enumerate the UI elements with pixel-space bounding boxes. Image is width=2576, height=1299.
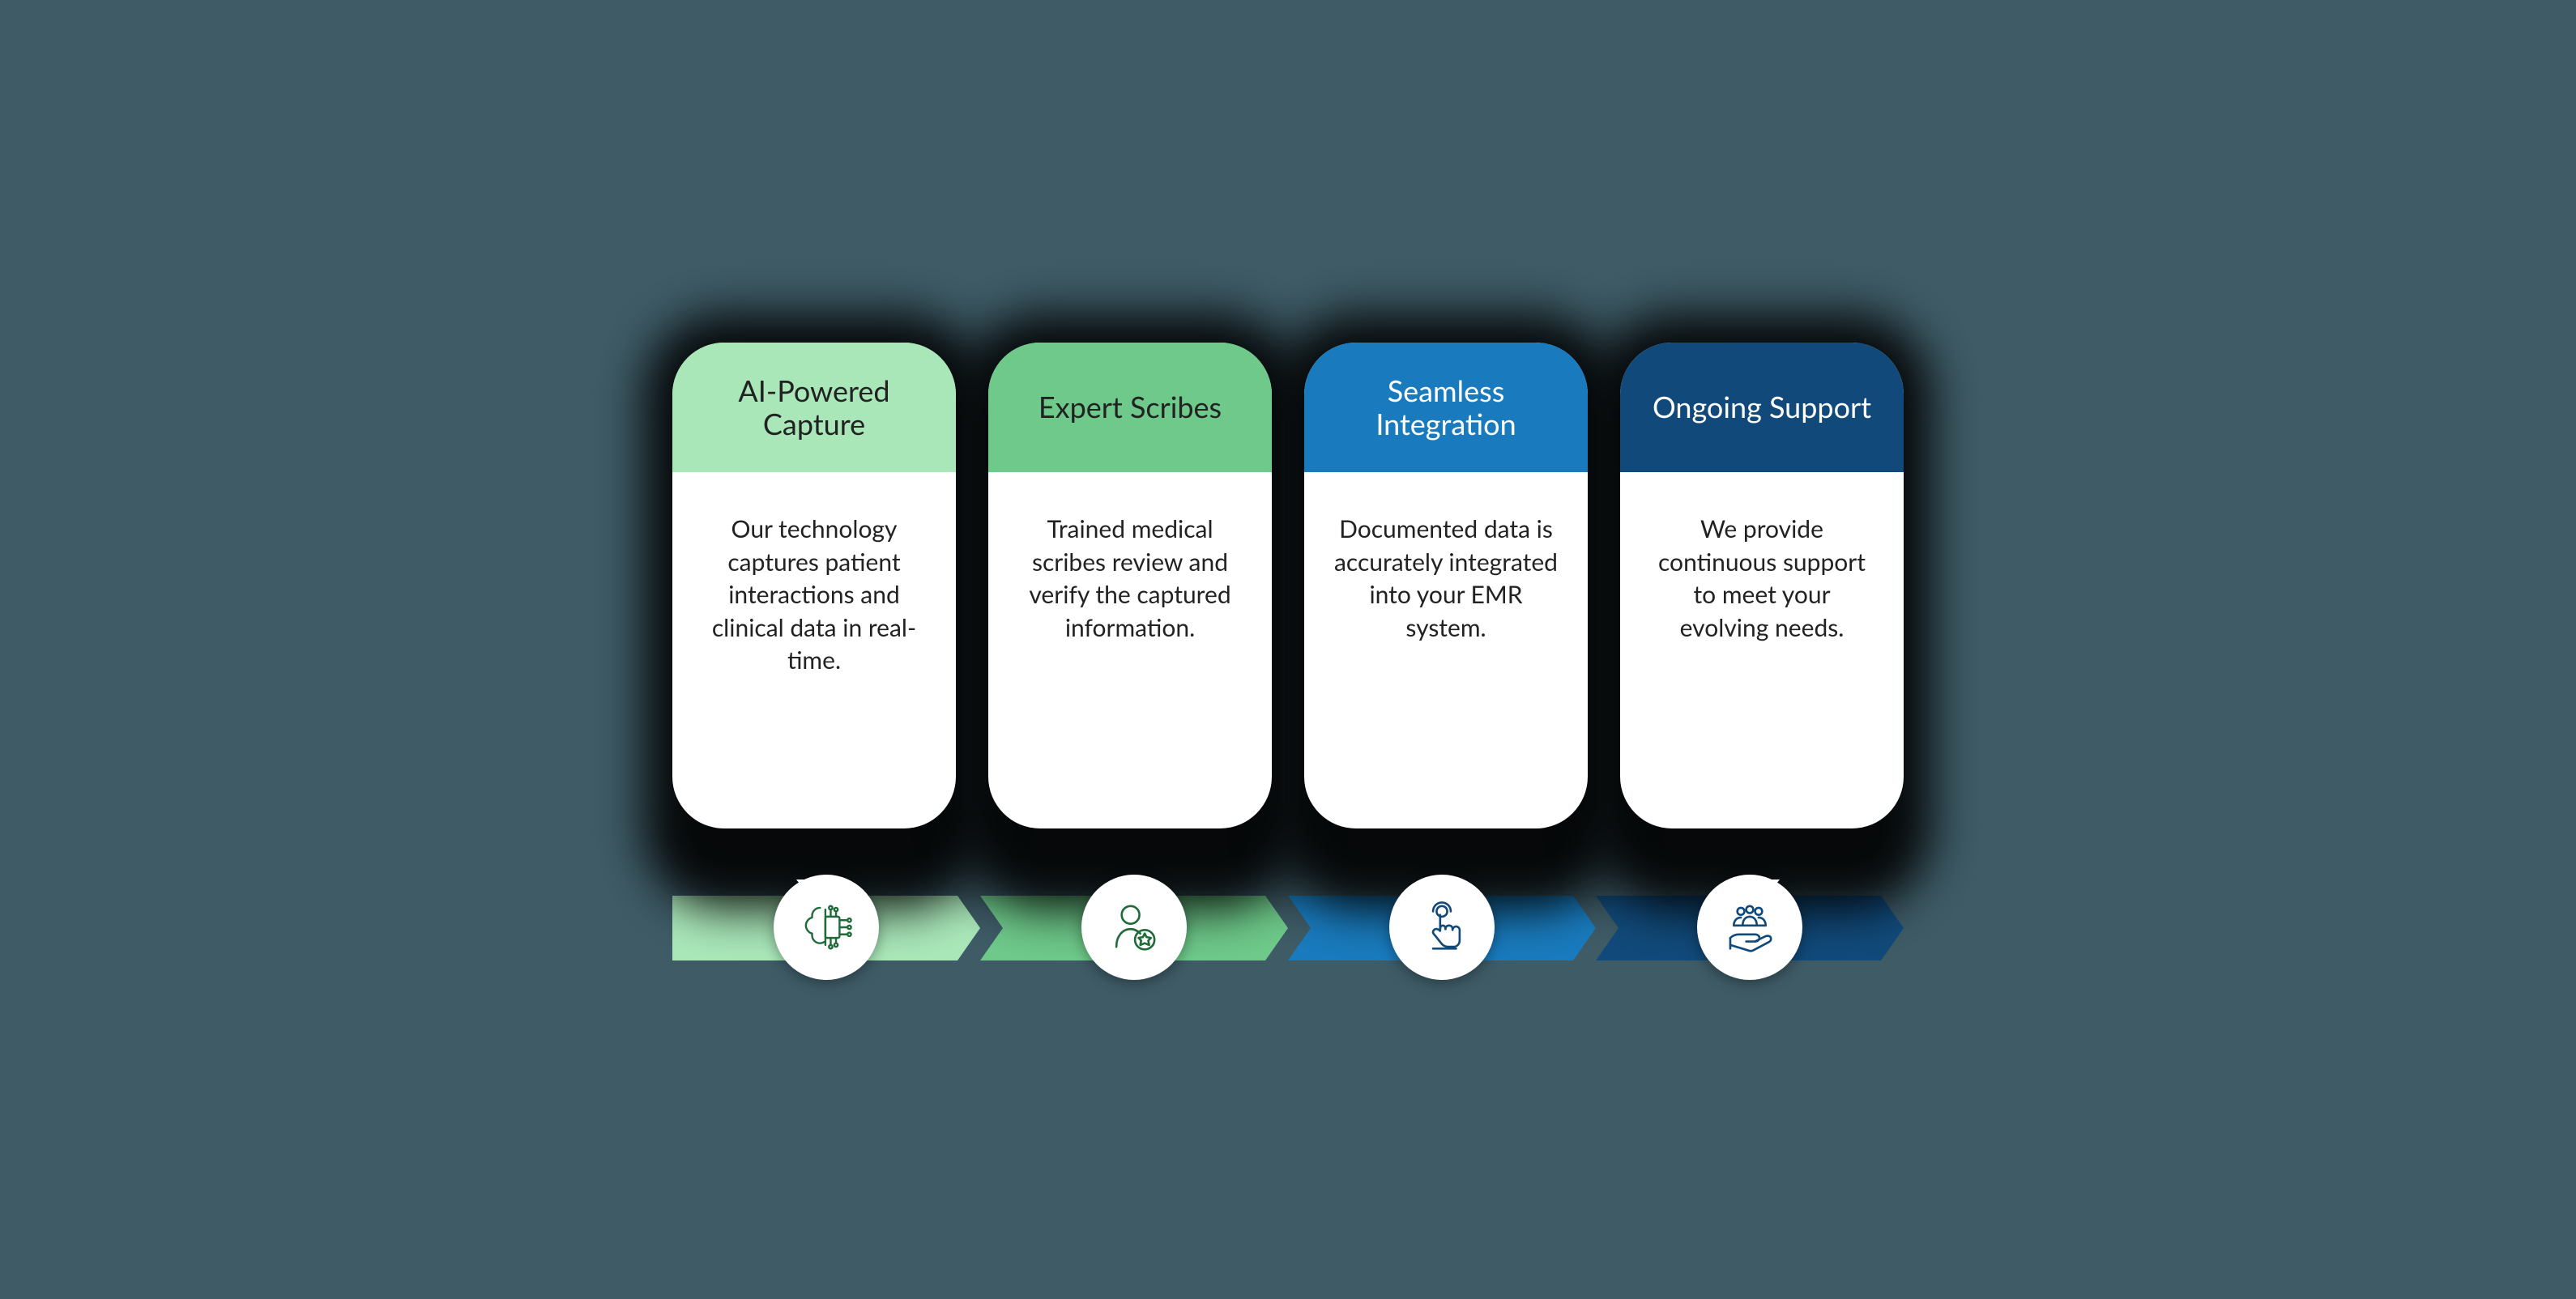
infographic-stage: AI-Powered Capture Our technology captur… — [656, 325, 1920, 974]
card-body: Trained medical scribes review and verif… — [988, 472, 1272, 828]
card-title: Seamless Integration — [1304, 343, 1588, 472]
card-body-text: Documented data is accurately integrated… — [1332, 513, 1560, 644]
card: Ongoing Support We provide continuous su… — [1620, 343, 1904, 828]
card-body-text: Trained medical scribes review and verif… — [1016, 513, 1244, 644]
card-3: Seamless Integration Documented data is … — [1304, 343, 1588, 881]
card-title: Expert Scribes — [988, 343, 1272, 472]
card-body: Documented data is accurately integrated… — [1304, 472, 1588, 828]
cards-row: AI-Powered Capture Our technology captur… — [672, 343, 1904, 881]
card-body-text: We provide continuous support to meet yo… — [1648, 513, 1876, 644]
card-body: Our technology captures patient interact… — [672, 472, 956, 828]
card-body-text: Our technology captures patient interact… — [700, 513, 928, 677]
card-pointer — [796, 879, 832, 902]
card-title: AI-Powered Capture — [672, 343, 956, 472]
card-pointer — [1428, 879, 1464, 902]
card-body: We provide continuous support to meet yo… — [1620, 472, 1904, 828]
card-1: AI-Powered Capture Our technology captur… — [672, 343, 956, 881]
card-2: Expert Scribes Trained medical scribes r… — [988, 343, 1272, 881]
card: Expert Scribes Trained medical scribes r… — [988, 343, 1272, 828]
card: Seamless Integration Documented data is … — [1304, 343, 1588, 828]
card-pointer — [1112, 879, 1148, 902]
card: AI-Powered Capture Our technology captur… — [672, 343, 956, 828]
card-4: Ongoing Support We provide continuous su… — [1620, 343, 1904, 881]
card-pointer — [1744, 879, 1780, 902]
card-title: Ongoing Support — [1620, 343, 1904, 472]
